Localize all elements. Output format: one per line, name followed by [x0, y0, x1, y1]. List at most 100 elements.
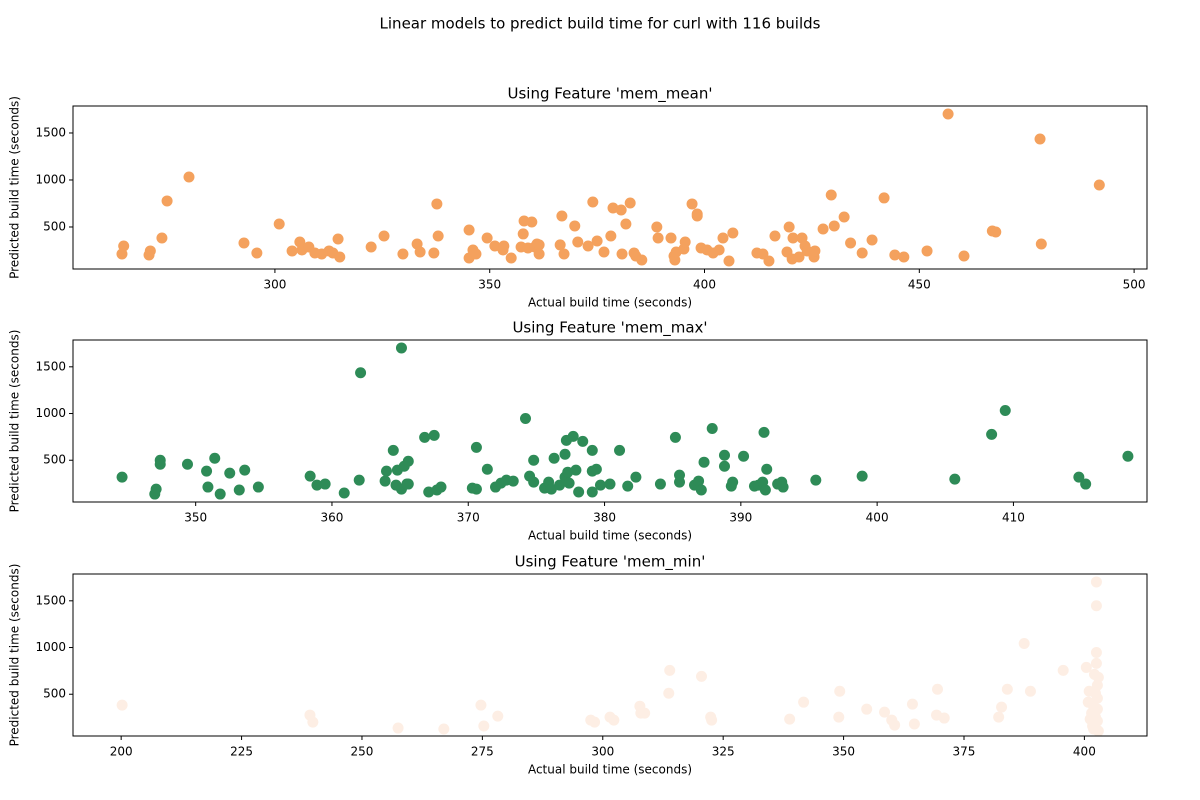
scatter-point: [718, 460, 730, 472]
scatter-point: [958, 250, 970, 262]
x-tick-label: 350: [478, 278, 501, 292]
scatter-point: [993, 711, 1005, 723]
scatter-point: [723, 255, 735, 267]
scatter-point: [154, 458, 166, 470]
x-tick-label: 250: [351, 745, 374, 759]
x-axis-label: Actual build time (seconds): [528, 296, 692, 310]
y-tick-label: 1000: [35, 640, 66, 654]
scatter-point: [355, 367, 367, 379]
scatter-point: [183, 171, 195, 183]
scatter-point: [663, 687, 675, 699]
scatter-point: [718, 449, 730, 461]
scatter-point: [558, 248, 570, 260]
scatter-point: [233, 484, 245, 496]
x-tick-label: 360: [321, 511, 344, 525]
y-tick-label: 1500: [35, 359, 66, 373]
scatter-point: [548, 452, 560, 464]
scatter-point: [763, 255, 775, 267]
scatter-point: [519, 412, 531, 424]
scatter-point: [201, 465, 213, 477]
scatter-point: [338, 487, 350, 499]
scatter-point: [686, 198, 698, 210]
scatter-point: [573, 486, 585, 498]
y-tick-label: 1500: [35, 593, 66, 607]
scatter-point: [990, 226, 1002, 238]
scatter-point: [604, 478, 616, 490]
scatter-point: [889, 249, 901, 261]
scatter-point: [996, 701, 1008, 713]
scatter-point: [759, 484, 771, 496]
scatter-point: [693, 475, 705, 487]
scatter-point: [1001, 683, 1013, 695]
scatter-point: [717, 232, 729, 244]
x-tick-label: 370: [457, 511, 480, 525]
scatter-point: [181, 458, 193, 470]
scatter-point: [570, 464, 582, 476]
scatter-point: [149, 488, 161, 500]
scatter-point: [533, 239, 545, 251]
scatter-point: [489, 240, 501, 252]
scatter-point: [118, 240, 130, 252]
scatter-point: [787, 232, 799, 244]
scatter-point: [419, 431, 431, 443]
scatter-point: [698, 456, 710, 468]
x-tick-label: 375: [953, 745, 976, 759]
scatter-point: [866, 234, 878, 246]
x-tick-label: 450: [908, 278, 931, 292]
scatter-point: [679, 236, 691, 248]
scatter-point: [498, 240, 510, 252]
scatter-point: [238, 237, 250, 249]
x-tick-label: 200: [110, 745, 133, 759]
y-tick-label: 500: [43, 453, 66, 467]
scatter-point: [239, 464, 251, 476]
x-axis-label: Actual build time (seconds): [528, 529, 692, 543]
scatter-point: [879, 706, 891, 718]
y-tick-label: 1000: [35, 172, 66, 186]
scatter-point: [838, 211, 850, 223]
scatter-point: [783, 221, 795, 233]
y-tick-label: 500: [43, 219, 66, 233]
scatter-point: [378, 230, 390, 242]
scatter-point: [559, 448, 571, 460]
scatter-point: [1035, 238, 1047, 250]
scatter-point: [727, 227, 739, 239]
y-tick-label: 1000: [35, 406, 66, 420]
scatter-point: [652, 232, 664, 244]
scatter-point: [594, 479, 606, 491]
scatter-point: [392, 722, 404, 734]
scatter-point: [307, 716, 319, 728]
scatter-point: [475, 699, 487, 711]
scatter-point: [938, 712, 950, 724]
scatter-point: [387, 444, 399, 456]
scatter-point: [252, 481, 264, 493]
scatter-point: [481, 232, 493, 244]
y-tick-label: 1500: [35, 125, 66, 139]
scatter-point: [577, 435, 589, 447]
scatter-point: [304, 470, 316, 482]
scatter-point: [1093, 179, 1105, 191]
scatter-point: [817, 223, 829, 235]
scatter-point: [286, 245, 298, 257]
scatter-point: [906, 698, 918, 710]
scatter-point: [589, 716, 601, 728]
scatter-point: [533, 248, 545, 260]
scatter-point: [1090, 657, 1102, 669]
scatter-point: [1122, 450, 1134, 462]
scatter-point: [664, 664, 676, 676]
scatter-point: [567, 430, 579, 442]
scatter-point: [554, 239, 566, 251]
x-tick-label: 400: [693, 278, 716, 292]
scatter-point: [144, 245, 156, 257]
x-tick-label: 410: [1002, 511, 1025, 525]
scatter-point: [1080, 661, 1092, 673]
scatter-point: [898, 251, 910, 263]
scatter-point: [397, 248, 409, 260]
scatter-point: [856, 247, 868, 259]
scatter-point: [825, 189, 837, 201]
scatter-point: [507, 475, 519, 487]
scatter-point: [598, 246, 610, 258]
scatter-point: [798, 696, 810, 708]
scatter-point: [828, 220, 840, 232]
subplot-title: Using Feature 'mem_mean': [508, 85, 713, 104]
